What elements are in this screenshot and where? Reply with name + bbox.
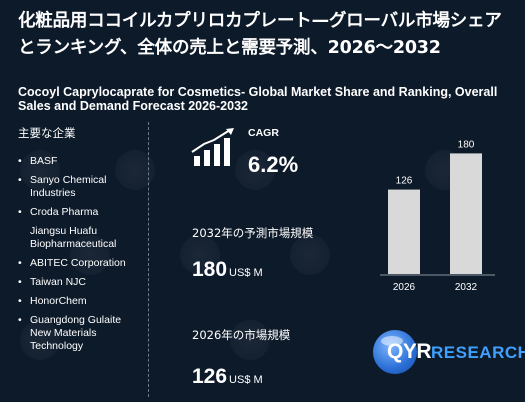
company-item: HonorChem (18, 295, 143, 308)
category-label: 2026 (393, 282, 416, 293)
company-item: ABITEC Corporation (18, 257, 143, 270)
category-label: 2032 (455, 282, 478, 293)
bar-2026 (388, 189, 420, 274)
forecast-value: 180 (192, 258, 228, 281)
logo-research: RESEARCH (431, 343, 525, 362)
company-item: Taiwan NJC (18, 276, 143, 289)
growth-chart-icon (191, 128, 234, 166)
sidebar-heading: 主要な企業 (18, 126, 76, 140)
forecast-label: 2032年の予測市場規模 (192, 226, 314, 240)
data-label: 180 (458, 140, 475, 150)
company-sidebar: 主要な企業 BASF Sanyo Chemical Industries Croda… (18, 125, 143, 359)
page-title: 化粧品用ココイルカプリロカプレート—グローバル市場シェアとランキング、全体の売上… (18, 11, 502, 58)
market-size-bar-chart: 126 2026 180 2032 (380, 140, 495, 293)
company-item: Sanyo Chemical Industries (18, 174, 143, 200)
page-subtitle: Cocoyl Caprylocaprate for Cosmetics- Glo… (18, 85, 498, 113)
divider (148, 122, 149, 397)
cagr-value: 6.2% (248, 152, 299, 177)
current-label: 2026年の市場規模 (192, 328, 291, 342)
logo-qyr: QYR (387, 340, 432, 363)
data-label: 126 (396, 176, 413, 187)
current-size: 126 US$ M (192, 365, 263, 389)
bar-2032 (450, 153, 482, 274)
qyresearch-logo: QYR RESEARCH (373, 330, 525, 378)
forecast-size: 180 US$ M (192, 258, 263, 282)
watermark-logo (290, 235, 330, 275)
company-item: Croda Pharma (18, 206, 143, 219)
company-item: BASF (18, 155, 143, 168)
current-value: 126 (192, 365, 228, 388)
company-item: Jiangsu Huafu Biopharmaceutical (30, 225, 117, 250)
cagr-label: CAGR (248, 127, 279, 139)
logo-globe-icon (373, 330, 417, 374)
forecast-unit: US$ M (229, 267, 263, 279)
company-list: BASF Sanyo Chemical Industries Croda Pharm… (18, 155, 143, 353)
current-unit: US$ M (229, 374, 263, 386)
company-item: Guangdong Gulaite New Materials Technolo… (18, 314, 143, 353)
